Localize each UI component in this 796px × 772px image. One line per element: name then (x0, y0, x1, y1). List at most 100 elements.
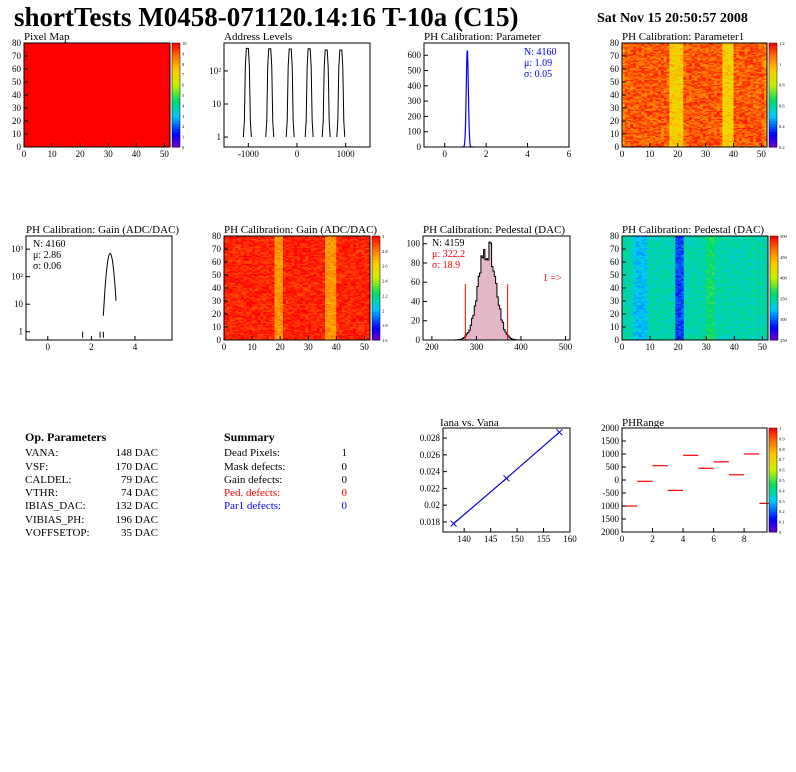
heatmap-cell (677, 53, 681, 56)
heatmap-cell (647, 102, 651, 105)
heatmap-cell (635, 58, 640, 61)
heatmap-cell (677, 56, 681, 58)
heatmap-cell (666, 83, 670, 85)
heatmap-cell (663, 87, 668, 89)
heatmap-cell (680, 130, 684, 132)
heatmap-cell (627, 57, 631, 59)
heatmap-cell (661, 123, 665, 126)
heatmap-cell (658, 118, 662, 121)
heatmap-cell (647, 108, 651, 110)
heatmap-cell (680, 115, 684, 118)
heatmap-cell (661, 66, 665, 69)
heatmap-cell (663, 46, 668, 49)
heatmap-cell (666, 92, 670, 95)
heatmap-cell (658, 53, 662, 56)
heatmap-cell (624, 72, 628, 75)
heatmap-cell (624, 92, 628, 95)
heatmap-cell (658, 46, 662, 49)
y-tick-label: 80 (12, 38, 22, 48)
heatmap-cell (649, 96, 654, 98)
heatmap-cell (672, 43, 676, 45)
heatmap-cell (655, 54, 659, 57)
heatmap-cell (630, 52, 634, 54)
heatmap-cell (647, 54, 651, 57)
heatmap-cell (633, 110, 637, 113)
heatmap-cell (638, 101, 642, 104)
heatmap-cell (652, 95, 656, 97)
heatmap-cell (677, 83, 681, 85)
heatmap-cell (647, 128, 651, 131)
heatmap-cell (655, 53, 659, 56)
heatmap-cell (633, 106, 637, 109)
heatmap-cell (635, 82, 640, 84)
heatmap-cell (663, 95, 668, 97)
heatmap-cell (655, 135, 659, 137)
heatmap-cell (672, 110, 676, 113)
heatmap-cell (638, 80, 642, 83)
heatmap-cell (635, 135, 640, 137)
heatmap-cell (652, 75, 656, 78)
heatmap-cell (627, 104, 631, 106)
heatmap-cell (630, 130, 634, 132)
palette-label: 0.6 (779, 103, 785, 108)
heatmap-cell (622, 139, 626, 141)
heatmap-cell (633, 134, 637, 136)
heatmap-cell (661, 91, 665, 93)
heatmap-cell (622, 128, 626, 131)
heatmap-cell (658, 52, 662, 54)
palette-cell (172, 100, 180, 104)
heatmap-cell (658, 104, 662, 106)
heatmap-cell (674, 66, 679, 69)
heatmap-cell (624, 101, 628, 104)
heatmap-cell (669, 93, 673, 96)
panel-title: PH Calibration: Parameter (424, 31, 541, 43)
heatmap-cell (622, 118, 626, 121)
heatmap-cell (638, 117, 642, 119)
heatmap-cell (624, 65, 628, 67)
heatmap-cell (661, 92, 665, 95)
y-tick-label: 40 (12, 90, 22, 100)
heatmap-cell (638, 122, 642, 124)
heatmap-cell (644, 117, 648, 119)
heatmap-cell (624, 80, 628, 83)
heatmap-cell (677, 76, 681, 79)
heatmap-cell (630, 74, 634, 76)
heatmap-cell (674, 71, 679, 74)
heatmap-cell (624, 70, 628, 72)
heatmap-cell (633, 97, 637, 100)
heatmap-cell (647, 52, 651, 54)
palette-cell (769, 43, 777, 47)
heatmap-cell (652, 137, 656, 140)
heatmap-cell (635, 118, 640, 121)
heatmap-cell (622, 88, 626, 91)
heatmap-cell (680, 111, 684, 114)
heatmap-cell (652, 85, 656, 88)
heatmap-cell (674, 45, 679, 48)
heatmap-cell (658, 70, 662, 72)
heatmap-cell (649, 109, 654, 111)
heatmap-cell (669, 136, 673, 139)
heatmap-cell (652, 136, 656, 139)
heatmap-cell (624, 66, 628, 69)
heatmap-cell (672, 50, 676, 53)
heatmap-cell (661, 74, 665, 76)
palette-cell (172, 84, 180, 88)
heatmap-cell (649, 54, 654, 57)
heatmap-cell (663, 92, 668, 95)
heatmap-cell (655, 128, 659, 131)
heatmap-cell (658, 84, 662, 87)
heatmap-cell (669, 58, 673, 61)
heatmap-cell (649, 93, 654, 96)
heatmap-cell (674, 124, 679, 127)
heatmap-cell (655, 126, 659, 128)
heatmap-cell (630, 48, 634, 50)
heatmap-cell (641, 44, 645, 46)
heatmap-cell (652, 131, 656, 134)
heatmap-cell (658, 71, 662, 74)
heatmap-cell (674, 121, 679, 123)
heatmap-cell (647, 130, 651, 132)
heatmap-cell (669, 49, 673, 52)
heatmap-cell (622, 92, 626, 95)
heatmap-cell (661, 100, 665, 102)
heatmap-cell (652, 102, 656, 105)
